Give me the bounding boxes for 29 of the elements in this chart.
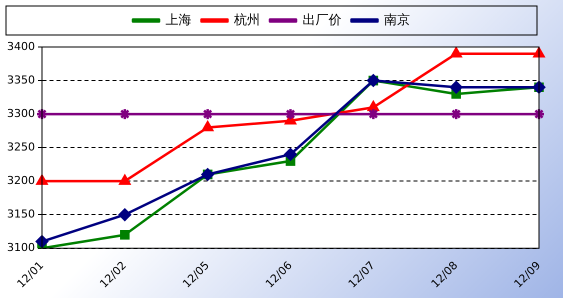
legend-label: 上海 (166, 12, 192, 28)
y-tick-label: 3150 (6, 208, 35, 221)
point (36, 108, 48, 120)
point (118, 208, 132, 221)
legend-label: 出厂价 (302, 12, 342, 28)
point (284, 148, 297, 161)
point (120, 230, 130, 240)
point (450, 108, 462, 120)
point (201, 108, 214, 120)
point (367, 108, 380, 120)
y-tick-label: 3100 (6, 241, 35, 254)
y-tick-label: 3200 (6, 174, 35, 188)
point (202, 121, 214, 132)
point (368, 101, 379, 112)
point (284, 108, 297, 120)
point (450, 81, 462, 94)
y-tick-label: 3400 (6, 40, 35, 53)
point (532, 108, 546, 120)
point (119, 174, 130, 185)
legend-label: 南京 (384, 12, 410, 28)
point (36, 235, 48, 248)
y-tick-label: 3350 (6, 73, 35, 86)
y-tick-label: 3250 (6, 140, 35, 154)
point (36, 174, 48, 185)
y-tick-label: 3300 (6, 106, 35, 120)
legend-label: 杭州 (233, 12, 260, 28)
point (118, 108, 132, 120)
point (533, 47, 545, 58)
point (450, 47, 462, 58)
